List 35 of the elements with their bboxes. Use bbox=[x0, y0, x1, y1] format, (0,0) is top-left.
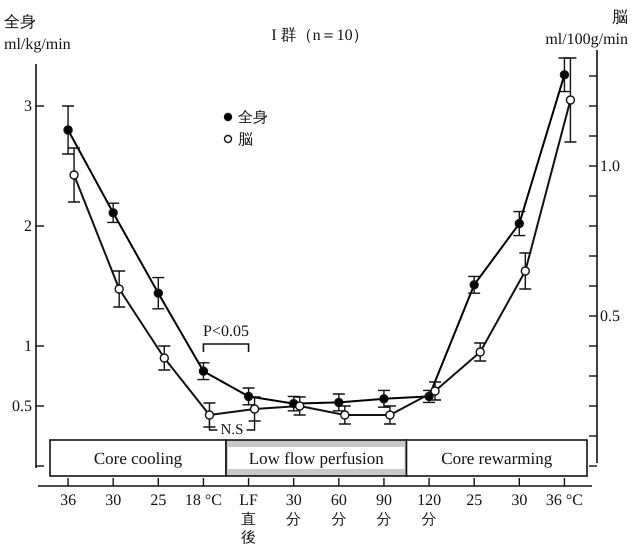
annotation: N.S bbox=[220, 422, 244, 438]
y-tick-label: 2 bbox=[24, 218, 32, 235]
chart-title: I 群（n＝10） bbox=[271, 27, 369, 44]
point bbox=[566, 95, 576, 105]
y2-tick-label: 1.0 bbox=[600, 158, 620, 175]
point bbox=[160, 353, 170, 363]
point bbox=[250, 404, 260, 414]
x-tick-label: 60分 bbox=[330, 492, 347, 528]
y2-tick-label: 0.5 bbox=[600, 308, 620, 325]
y2-axis-title: 脳 ml/100g/min bbox=[545, 9, 628, 48]
annotation: P<0.05 bbox=[203, 323, 249, 340]
y-tick-label: 1 bbox=[24, 338, 32, 355]
x-tick-label: 30分 bbox=[286, 492, 302, 528]
band-label: Core rewarming bbox=[441, 449, 553, 468]
x-tick-label: 18 °C bbox=[184, 492, 222, 509]
x-tick-label: 30 bbox=[511, 492, 528, 509]
band-label: Core cooling bbox=[94, 449, 183, 468]
x-tick-label: 36 bbox=[60, 492, 76, 509]
x-tick-label: 25 bbox=[150, 492, 166, 509]
x-tick-label: 90分 bbox=[376, 492, 392, 528]
x-tick-label: 36 °C bbox=[546, 492, 583, 509]
point bbox=[520, 266, 530, 276]
y-tick-label: 3 bbox=[24, 98, 32, 115]
point bbox=[114, 284, 124, 294]
band-label: Low flow perfusion bbox=[248, 449, 384, 468]
x-tick-label: 30 bbox=[105, 492, 122, 509]
y-tick-label: 0.5 bbox=[12, 398, 32, 415]
y-axis-title: 全身 ml/kg/min bbox=[4, 14, 71, 53]
point bbox=[69, 170, 79, 180]
x-tick-label: LF直後 bbox=[239, 492, 258, 546]
legend-label: 全身 bbox=[238, 109, 268, 126]
legend-label: 脳 bbox=[238, 132, 253, 148]
point bbox=[204, 410, 214, 420]
x-tick-label: 25 bbox=[466, 492, 482, 509]
x-tick-label: 120分 bbox=[417, 492, 442, 528]
